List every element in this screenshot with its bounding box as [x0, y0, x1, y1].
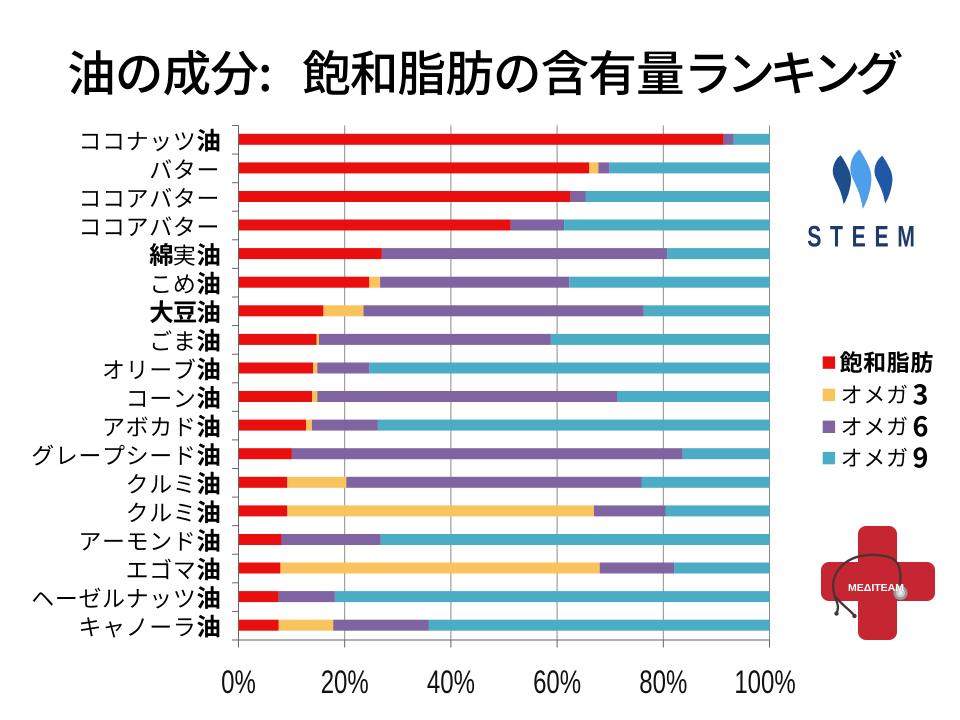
svg-text:100%: 100%: [734, 663, 795, 699]
svg-text:0%: 0%: [221, 663, 256, 699]
svg-text:40%: 40%: [427, 663, 475, 699]
svg-text:20%: 20%: [321, 663, 369, 699]
svg-text:STEEM: STEEM: [807, 221, 923, 253]
svg-text:80%: 80%: [639, 663, 687, 699]
svg-text:60%: 60%: [533, 663, 581, 699]
svg-text:MEΔITEAM: MEΔITEAM: [848, 582, 904, 594]
